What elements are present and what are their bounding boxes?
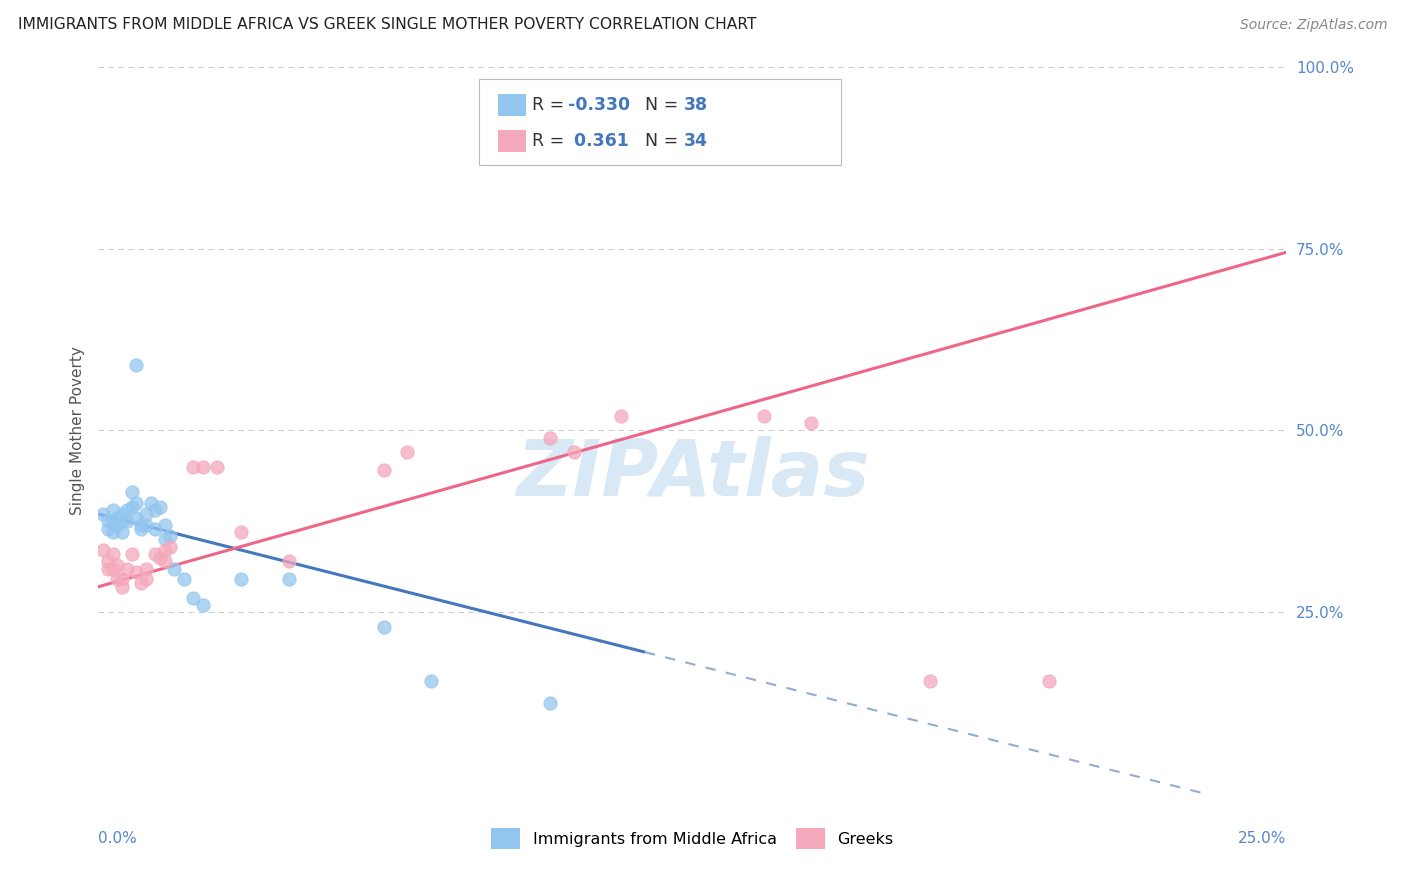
Point (135, 561, 157, 575)
Point (145, 522, 167, 536)
Text: R =: R = (531, 95, 569, 114)
Point (191, 598, 214, 612)
Text: 25.0%: 25.0% (1239, 831, 1286, 846)
Point (610, 409, 633, 423)
Point (97, 554, 120, 568)
Point (183, 591, 205, 605)
Point (101, 547, 124, 561)
Point (159, 529, 181, 543)
Point (125, 496, 148, 510)
Point (101, 503, 124, 517)
Point (420, 674, 443, 689)
Point (97, 522, 120, 536)
Y-axis label: Single Mother Poverty: Single Mother Poverty (69, 346, 84, 515)
Point (373, 463, 395, 477)
Point (115, 561, 138, 575)
Point (111, 525, 134, 540)
Point (111, 580, 134, 594)
Text: -0.330: -0.330 (568, 95, 630, 114)
Text: N =: N = (645, 132, 683, 150)
Point (183, 459, 205, 474)
Point (101, 525, 124, 540)
FancyBboxPatch shape (478, 79, 841, 165)
Point (125, 565, 148, 579)
Point (229, 573, 252, 587)
Text: 38: 38 (685, 95, 709, 114)
Point (121, 547, 143, 561)
Point (129, 517, 152, 532)
Point (229, 525, 252, 540)
Point (149, 500, 172, 514)
Text: 0.0%: 0.0% (98, 831, 138, 846)
Point (562, 445, 585, 459)
Point (396, 445, 419, 459)
Point (149, 550, 172, 565)
Point (135, 573, 157, 587)
Point (97, 514, 120, 528)
Point (159, 540, 181, 554)
Point (115, 503, 138, 517)
Text: Source: ZipAtlas.com: Source: ZipAtlas.com (1240, 19, 1388, 32)
Point (115, 514, 138, 528)
Point (121, 500, 143, 514)
Point (111, 573, 134, 587)
Point (538, 431, 561, 445)
Point (107, 517, 129, 532)
Point (173, 573, 195, 587)
Point (373, 620, 395, 634)
Point (153, 533, 176, 547)
FancyBboxPatch shape (498, 130, 526, 152)
Point (920, 674, 942, 689)
Point (91, 507, 114, 521)
Point (111, 507, 134, 521)
Point (125, 510, 148, 524)
Point (800, 416, 823, 430)
Point (207, 459, 229, 474)
Point (145, 503, 167, 517)
Text: N =: N = (645, 95, 683, 114)
Point (277, 573, 299, 587)
Point (145, 547, 167, 561)
Point (129, 576, 152, 591)
Point (153, 543, 176, 558)
Point (91, 543, 114, 558)
Text: R =: R = (531, 132, 575, 150)
Point (752, 409, 775, 423)
Legend: Immigrants from Middle Africa, Greeks: Immigrants from Middle Africa, Greeks (485, 822, 900, 855)
Point (121, 485, 143, 500)
Point (538, 696, 561, 710)
Point (129, 522, 152, 536)
Point (191, 459, 214, 474)
Point (1038, 674, 1060, 689)
Point (101, 514, 124, 528)
Point (135, 517, 157, 532)
Point (107, 558, 129, 572)
Text: 0.361: 0.361 (568, 132, 628, 150)
Point (111, 514, 134, 528)
Point (277, 554, 299, 568)
Point (153, 554, 176, 568)
Point (153, 517, 176, 532)
Point (97, 561, 120, 575)
Point (107, 573, 129, 587)
Text: 34: 34 (685, 132, 709, 150)
Point (107, 510, 129, 524)
Text: IMMIGRANTS FROM MIDDLE AFRICA VS GREEK SINGLE MOTHER POVERTY CORRELATION CHART: IMMIGRANTS FROM MIDDLE AFRICA VS GREEK S… (18, 18, 756, 32)
Point (135, 507, 157, 521)
FancyBboxPatch shape (498, 94, 526, 116)
Text: ZIPAtlas: ZIPAtlas (516, 436, 869, 512)
Point (139, 496, 162, 510)
Point (125, 358, 148, 372)
Point (101, 561, 124, 575)
Point (163, 561, 186, 575)
